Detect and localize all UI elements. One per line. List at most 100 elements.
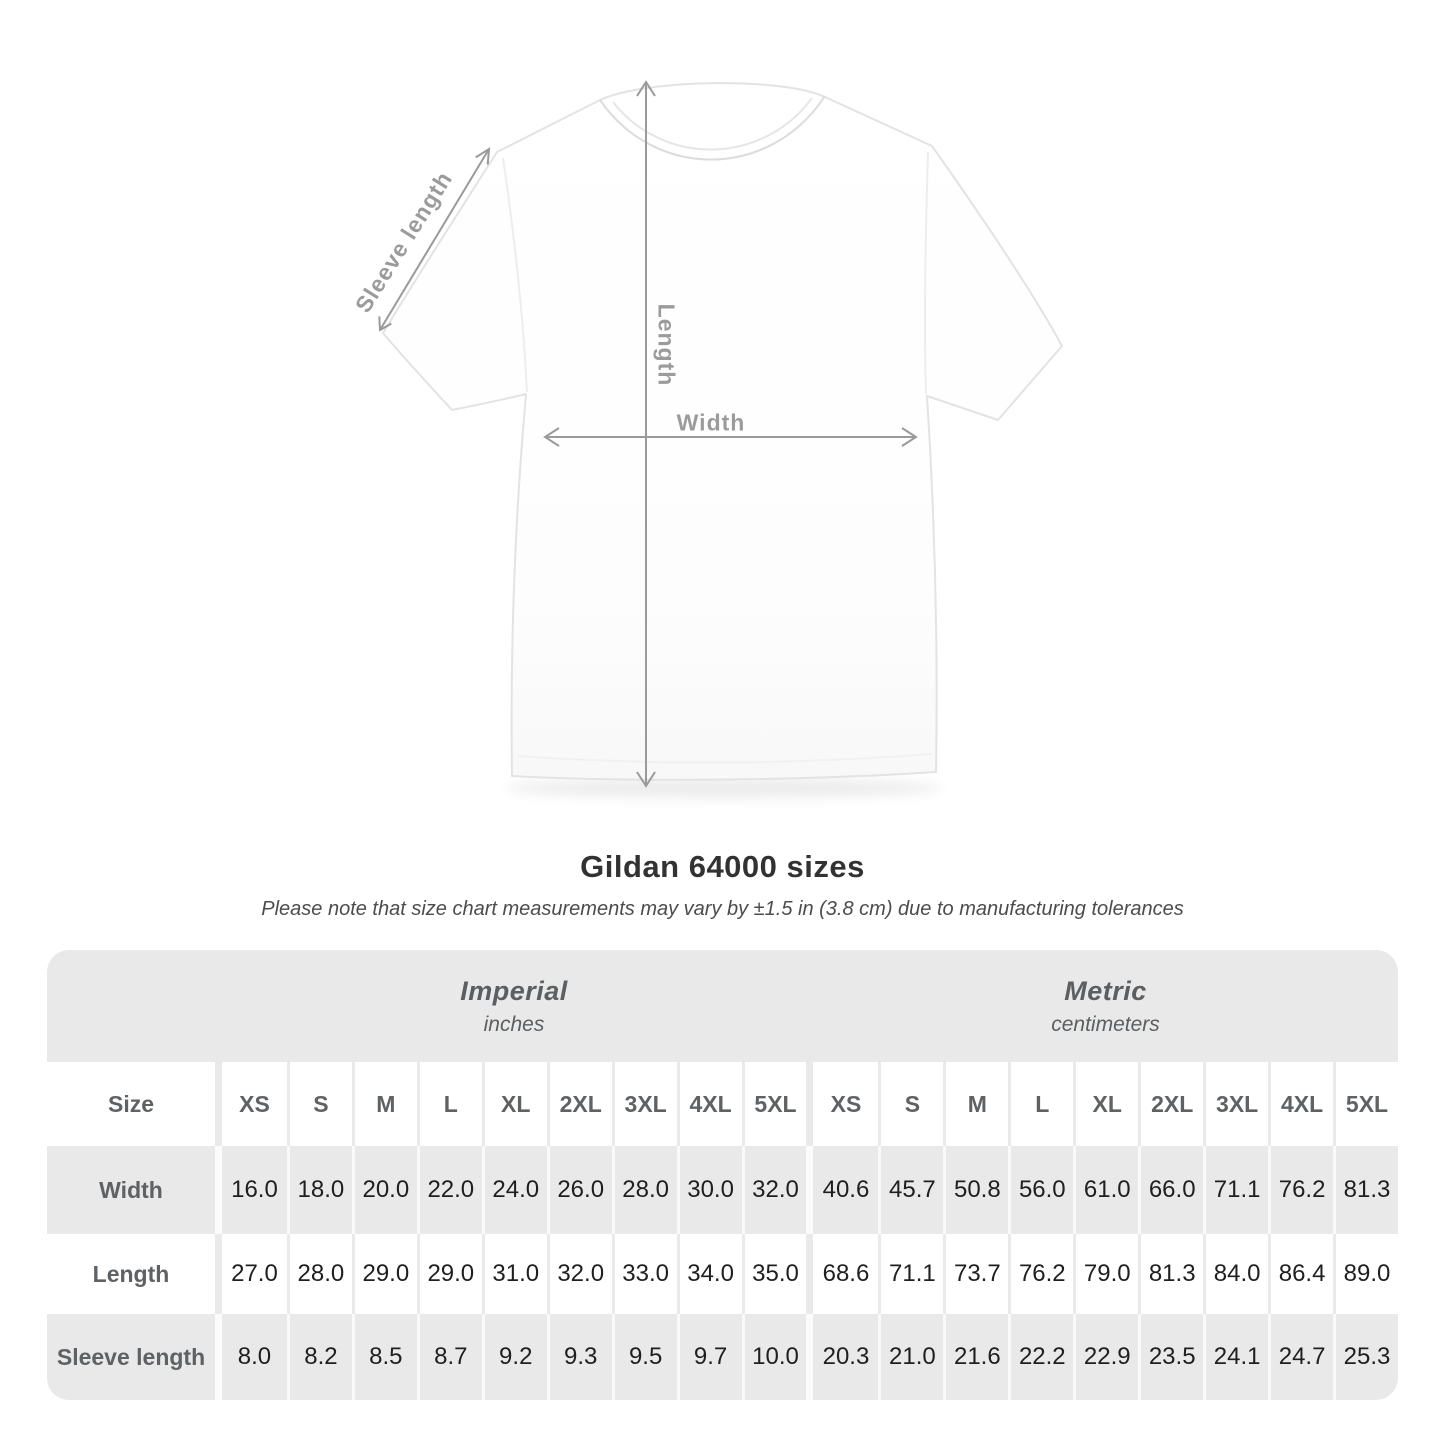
- size-col-header: S: [286, 1062, 352, 1146]
- value-cell: 20.0: [351, 1146, 417, 1234]
- value-cell: 24.0: [481, 1146, 547, 1234]
- value-cell: 29.0: [351, 1234, 417, 1314]
- collar-outer: [599, 95, 826, 161]
- value-cell: 23.5: [1138, 1314, 1203, 1400]
- size-col-header: 3XL: [1203, 1062, 1268, 1146]
- value-cell: 9.2: [481, 1314, 547, 1400]
- tshirt-diagram: Sleeve length Length Width: [350, 80, 1063, 798]
- column-separator: [215, 1234, 222, 1314]
- value-cell: 30.0: [676, 1146, 742, 1234]
- tshirt-illustration: [378, 80, 1063, 798]
- size-col-header: S: [878, 1062, 943, 1146]
- size-col-header: M: [351, 1062, 417, 1146]
- column-separator: [215, 1062, 222, 1146]
- value-cell: 40.6: [822, 1176, 870, 1203]
- value-cell: 34.0: [676, 1234, 742, 1314]
- value-cell: 32.0: [546, 1234, 612, 1314]
- size-col-header: L: [416, 1062, 482, 1146]
- size-col-header: 4XL: [676, 1062, 742, 1146]
- imperial-metric-divider: [806, 1234, 814, 1314]
- collar-inner: [612, 97, 813, 151]
- value-cell: 33.0: [611, 1234, 677, 1314]
- value-cell: 8.0: [237, 1343, 272, 1370]
- value-cell: 81.3: [1138, 1234, 1203, 1314]
- value-cell: 73.7: [943, 1234, 1008, 1314]
- tolerance-note: Please note that size chart measurements…: [261, 898, 1184, 920]
- value-cell: 86.4: [1268, 1234, 1333, 1314]
- value-cell: 16.0: [231, 1176, 278, 1203]
- right-sleeve-seam: [923, 151, 929, 395]
- size-col-header: 5XL: [741, 1062, 807, 1146]
- value-cell: 89.0: [1333, 1234, 1398, 1314]
- imperial-metric-divider: [806, 1314, 814, 1400]
- value-cell: 10.0: [741, 1314, 807, 1400]
- value-cell: 84.0: [1203, 1234, 1268, 1314]
- imperial-metric-divider: [806, 1062, 814, 1146]
- value-cell: 29.0: [416, 1234, 482, 1314]
- page-title: Gildan 64000 sizes: [580, 849, 865, 884]
- size-table-rows: Size XS S M L XL 2XL 3XL 4XL 5XL XS S M L XL 2XL 3XL 4XL 5…: [47, 1062, 1398, 1400]
- value-cell: 81.3: [1333, 1146, 1398, 1234]
- value-cell: 27.0: [231, 1260, 278, 1287]
- value-cell: 22.9: [1073, 1314, 1138, 1400]
- value-cell: 61.0: [1073, 1146, 1138, 1234]
- shirt-body: [382, 82, 1063, 781]
- table-row: Sleeve length 8.0 8.2 8.5 8.7 9.2 9.3 9.5 9.7 10.…: [47, 1314, 1398, 1400]
- imperial-metric-divider: [806, 1146, 814, 1234]
- left-sleeve-seam: [502, 157, 528, 393]
- value-cell: 26.0: [546, 1146, 612, 1234]
- length-arrow: [636, 80, 656, 788]
- value-cell: 24.7: [1268, 1314, 1333, 1400]
- size-header-row: Size XS S M L XL 2XL 3XL 4XL 5XL XS S M L XL 2XL 3XL 4XL 5…: [47, 1062, 1398, 1146]
- imperial-subtitle: inches: [483, 1012, 545, 1036]
- width-arrow: [543, 427, 918, 447]
- size-col-header: XS: [830, 1090, 862, 1117]
- size-col-header: 3XL: [611, 1062, 677, 1146]
- unit-header-imperial: Imperial inches: [222, 950, 806, 1062]
- value-cell: 21.0: [878, 1314, 943, 1400]
- metric-title: Metric: [1064, 975, 1147, 1006]
- shirt-shadow: [506, 778, 942, 798]
- hem-stitch: [517, 753, 933, 764]
- column-separator: [215, 1314, 222, 1400]
- imperial-title: Imperial: [460, 975, 568, 1006]
- size-col-header: M: [943, 1062, 1008, 1146]
- value-cell: 76.2: [1008, 1234, 1073, 1314]
- row-label: Length: [92, 1260, 170, 1287]
- value-cell: 9.3: [546, 1314, 612, 1400]
- value-cell: 22.2: [1008, 1314, 1073, 1400]
- value-cell: 32.0: [741, 1146, 807, 1234]
- value-cell: 71.1: [878, 1234, 943, 1314]
- size-col-header: XS: [239, 1090, 270, 1117]
- value-cell: 8.5: [351, 1314, 417, 1400]
- sleeve-length-arrow: [378, 147, 491, 332]
- size-col-header: 2XL: [1138, 1062, 1203, 1146]
- value-cell: 56.0: [1008, 1146, 1073, 1234]
- value-cell: 20.3: [822, 1343, 870, 1370]
- width-label: Width: [676, 409, 746, 436]
- value-cell: 18.0: [286, 1146, 352, 1234]
- table-row: Width 16.0 18.0 20.0 22.0 24.0 26.0 28.0 30.0 32.…: [47, 1146, 1398, 1234]
- value-cell: 50.8: [943, 1146, 1008, 1234]
- metric-subtitle: centimeters: [1051, 1012, 1160, 1036]
- size-col-header: 2XL: [546, 1062, 612, 1146]
- value-cell: 79.0: [1073, 1234, 1138, 1314]
- row-label: Width: [99, 1176, 163, 1203]
- size-col-header: L: [1008, 1062, 1073, 1146]
- size-col-header: 4XL: [1268, 1062, 1333, 1146]
- value-cell: 68.6: [822, 1260, 870, 1287]
- value-cell: 9.5: [611, 1314, 677, 1400]
- unit-header-metric: Metric centimeters: [813, 950, 1398, 1062]
- value-cell: 31.0: [481, 1234, 547, 1314]
- value-cell: 45.7: [878, 1146, 943, 1234]
- value-cell: 8.2: [286, 1314, 352, 1400]
- title-block: Gildan 64000 sizes Please note that size…: [0, 849, 1445, 921]
- size-table: Imperial inches Metric centimeters Size X…: [47, 950, 1398, 1400]
- value-cell: 28.0: [611, 1146, 677, 1234]
- value-cell: 9.7: [676, 1314, 742, 1400]
- row-label: Sleeve length: [56, 1343, 206, 1370]
- value-cell: 21.6: [943, 1314, 1008, 1400]
- value-cell: 28.0: [286, 1234, 352, 1314]
- size-corner-label: Size: [107, 1090, 155, 1117]
